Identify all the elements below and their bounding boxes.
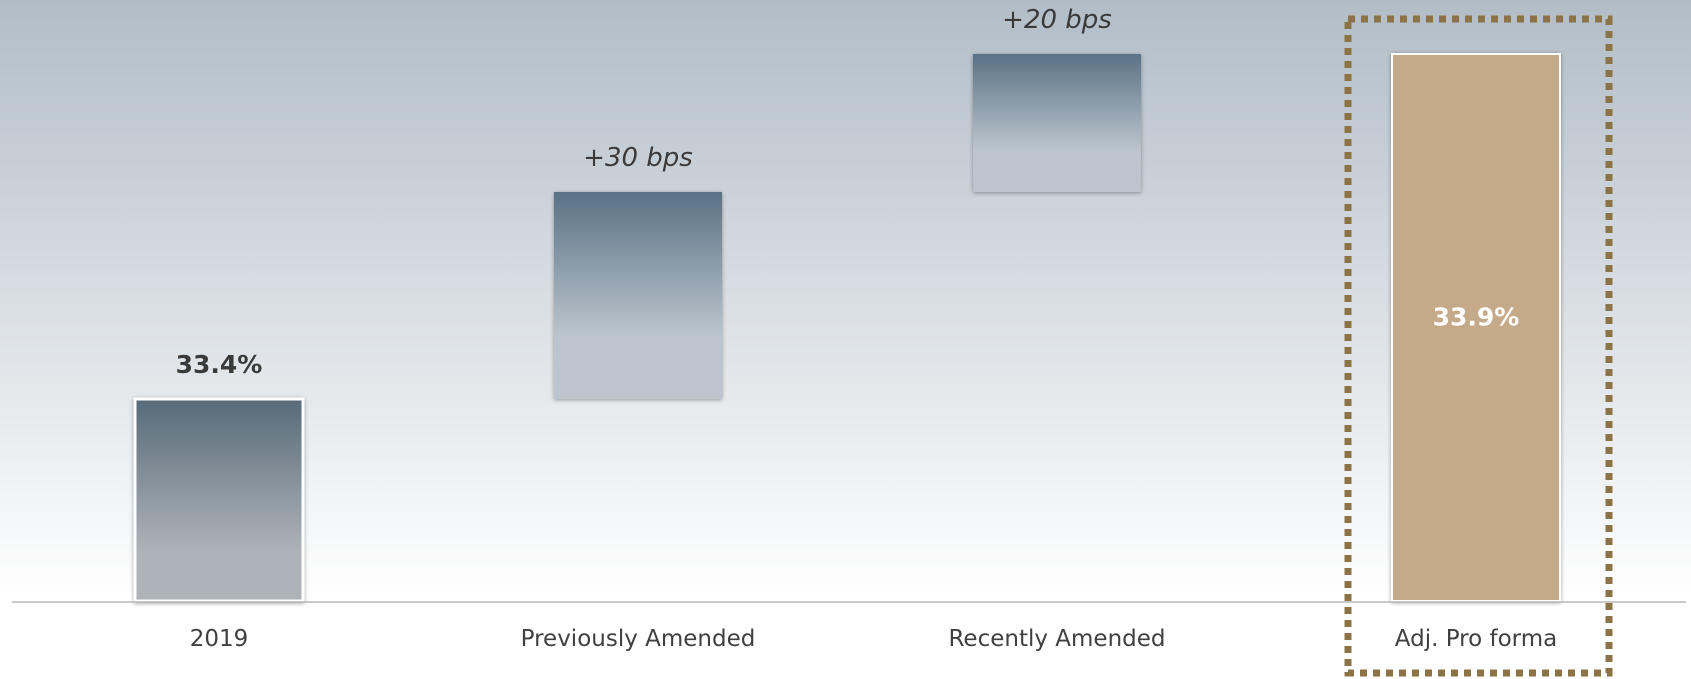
x-tick-label-2: Previously Amended (521, 626, 756, 652)
x-axis-ticks: 2019 Previously Amended Recently Amended Ad… (190, 626, 1558, 652)
x-tick-label-4: Adj. Pro forma (1395, 626, 1557, 652)
x-tick-label-1: 2019 (190, 626, 249, 652)
bars-layer (133, 53, 1561, 603)
bar-previously-amended (554, 192, 722, 399)
bar-2019 (133, 397, 305, 603)
data-label-2: +30 bps (583, 143, 693, 173)
data-label-1: 33.4% (176, 350, 263, 379)
data-label-4: 33.9% (1433, 303, 1520, 332)
data-label-3: +20 bps (1002, 5, 1112, 35)
data-labels: 33.4% +30 bps +20 bps 33.9% (176, 5, 1520, 379)
bar-adj-pro-forma (1391, 53, 1561, 602)
highlight-box (1344, 15, 1613, 677)
x-tick-label-3: Recently Amended (948, 626, 1165, 652)
bar-recently-amended (973, 54, 1141, 192)
